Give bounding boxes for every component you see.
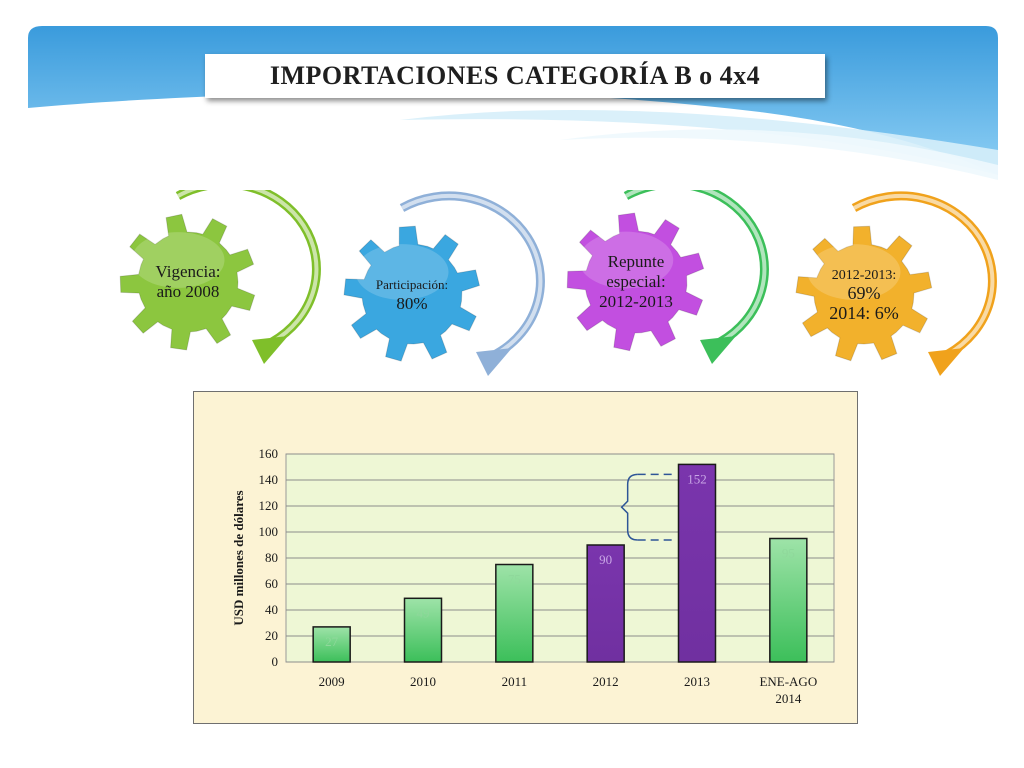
gear-2012-2014: 2012-2013:69%2014: 6% [795, 191, 997, 376]
x-tick-label: ENE-AGO 2014 [759, 674, 817, 706]
gear-text-line: Repunte [608, 252, 665, 271]
gear-text-line: Vigencia: [155, 262, 220, 281]
x-tick-label: 2010 [410, 674, 436, 689]
arrowhead-icon [700, 336, 736, 364]
arrowhead-icon [252, 336, 288, 364]
gear-shine [578, 231, 674, 289]
x-tick-label: 2012 [593, 674, 619, 689]
x-tick-label: 2009 [319, 674, 345, 689]
bar-data-label: 49 [417, 605, 430, 620]
arrowhead-icon [928, 348, 964, 376]
gear-text-line: Participación: [376, 277, 448, 292]
gear-text-line: especial: [606, 272, 665, 291]
bar [403, 597, 443, 663]
bar-chart: 0 20 40 60 80 100 120 140 160 USD millones de dól… [231, 446, 835, 706]
y-tick-label: 20 [265, 628, 278, 643]
gear-text-line: 2012-2013 [599, 292, 673, 311]
slide-title: IMPORTACIONES CATEGORÍA B o 4x4 [269, 61, 761, 90]
y-tick-label: 120 [259, 498, 279, 513]
gear-text-line: año 2008 [157, 282, 220, 301]
gear-text-line: 2014: 6% [829, 303, 899, 323]
gear-graphics: Vigencia:año 2008 Participación: 80% Repunt… [119, 190, 997, 376]
bar-data-label: 27 [325, 634, 339, 649]
gear-text-line: 69% [848, 283, 881, 303]
gear-text-line: 2012-2013: [832, 268, 897, 283]
x-tick-label: 2013 [684, 674, 710, 689]
gear-icon [795, 225, 933, 362]
gear-participacion: Participación: 80% [343, 191, 545, 376]
slide-title-box: IMPORTACIONES CATEGORÍA B o 4x4 [205, 54, 825, 98]
gear-icon [343, 225, 481, 362]
y-tick-label: 40 [265, 602, 278, 617]
y-tick-label: 100 [259, 524, 279, 539]
bar [312, 626, 351, 663]
bar-data-label: 90 [599, 552, 612, 567]
x-tick-label: 2011 [502, 674, 528, 689]
y-axis-label: USD millones de dólares [231, 490, 246, 625]
y-tick-label: 160 [259, 446, 279, 461]
curved-arrow-highlight [401, 193, 543, 356]
gear-shine [355, 244, 449, 300]
curved-arrow-highlight [177, 190, 319, 344]
y-tick-label: 80 [265, 550, 278, 565]
bar [495, 563, 534, 663]
bar-data-label: 152 [687, 471, 707, 486]
y-tick-label: 60 [265, 576, 278, 591]
bar [677, 463, 717, 663]
gear-vigencia: Vigencia:año 2008 [119, 190, 321, 364]
bar-data-label: 75 [508, 572, 521, 587]
chart-frame: 0 20 40 60 80 100 120 140 160 USD millones de dól… [193, 391, 858, 724]
bar [586, 544, 625, 663]
gear-shine [131, 232, 225, 288]
curved-arrow-highlight [853, 193, 995, 356]
header-banner [28, 26, 998, 180]
y-tick-label: 0 [272, 654, 279, 669]
gear-shine [807, 244, 901, 300]
bracket-annotation [620, 473, 638, 541]
arrowhead-icon [476, 348, 512, 376]
y-tick-label: 140 [259, 472, 279, 487]
gear-icon [566, 212, 705, 352]
bar [769, 537, 808, 663]
curved-arrow-highlight [625, 190, 767, 344]
gear-text-line: 80% [396, 294, 427, 313]
bar-data-label: 95 [782, 546, 795, 561]
gear-icon [119, 213, 256, 351]
